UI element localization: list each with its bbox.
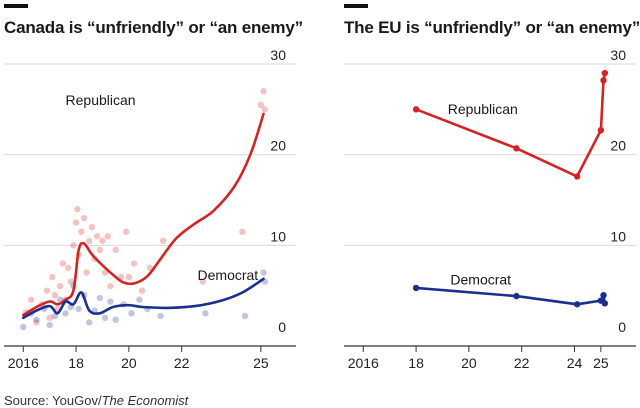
chart-canada-plot: 0 10 20 30 2016 18 20 22 25 Republican Democrat — [4, 47, 296, 371]
republican-survey-point — [112, 246, 119, 254]
republican-survey-point — [70, 242, 77, 249]
republican-survey-point — [107, 282, 114, 290]
democrat-point — [600, 292, 607, 299]
y-tick-label: 30 — [610, 47, 626, 63]
republican-survey-point — [64, 264, 72, 272]
democrat-survey-point — [96, 294, 104, 302]
republican-point — [601, 69, 609, 77]
republican-survey-point — [261, 106, 269, 113]
republican-point — [513, 145, 520, 152]
chart-title: The EU is “unfriendly” or “an enemy” — [344, 18, 640, 37]
democrat-point — [601, 300, 609, 307]
republican-line — [22, 112, 265, 317]
republican-survey-point — [125, 273, 133, 281]
democrat-survey-point — [33, 316, 40, 323]
x-tick-label: 25 — [593, 355, 609, 371]
democrat-survey-point — [136, 296, 143, 303]
republican-point — [573, 173, 581, 180]
democrat-survey-point — [157, 312, 164, 320]
republican-survey-point — [46, 314, 53, 322]
republican-point — [597, 126, 605, 134]
x-tick-label: 20 — [461, 355, 477, 371]
republican-survey-point — [99, 237, 106, 244]
republican-series-label: Republican — [448, 101, 518, 117]
republican-survey-point — [138, 287, 146, 294]
x-tick-label: 22 — [174, 355, 190, 371]
x-tick-label: 18 — [408, 355, 424, 371]
democrat-survey-point — [128, 310, 135, 317]
democrat-survey-point — [107, 298, 114, 305]
democrat-survey-point — [260, 269, 267, 276]
y-tick-label: 20 — [270, 138, 286, 154]
republican-survey-point — [80, 214, 88, 222]
republican-point — [412, 106, 420, 113]
x-tick-label: 24 — [567, 355, 583, 371]
republican-survey-point — [72, 219, 80, 226]
x-tick-label: 22 — [514, 355, 530, 371]
republican-survey-point — [199, 278, 206, 285]
x-tick-label: 20 — [121, 355, 137, 371]
republican-line — [414, 71, 607, 178]
republican-survey-point — [74, 205, 81, 213]
chart-canada-panel: Canada is “unfriendly” or “an enemy” 0 10… — [0, 0, 303, 408]
democrat-survey-point — [86, 319, 93, 326]
title-accent-bar — [344, 4, 368, 8]
republican-survey-point — [88, 224, 96, 231]
republican-survey-point — [83, 269, 90, 276]
democrat-survey-point — [46, 321, 53, 329]
democrat-survey-point — [75, 305, 82, 312]
republican-survey-point — [86, 237, 93, 244]
republican-survey-point — [33, 319, 40, 326]
source-publication: The Economist — [101, 393, 189, 408]
chart-eu-plot: 0 10 20 30 2016 18 20 22 24 25 Republican Democrat — [344, 47, 636, 371]
republican-survey-point — [123, 228, 130, 235]
chart-title: Canada is “unfriendly” or “an enemy” — [4, 18, 303, 37]
y-tick-label: 30 — [270, 47, 286, 63]
x-tick-label: 25 — [253, 355, 269, 371]
x-tick-label: 18 — [68, 355, 84, 371]
title-accent-bar — [4, 4, 28, 8]
republican-survey-point — [43, 287, 51, 294]
source-prefix: Source: YouGov/ — [4, 393, 102, 408]
democrat-series-label: Democrat — [450, 271, 511, 287]
republican-survey-point — [239, 228, 246, 235]
democrat-point — [412, 284, 420, 292]
republican-survey-point — [28, 296, 35, 303]
democrat-survey-point — [20, 323, 27, 331]
republican-survey-point — [96, 246, 104, 254]
republican-survey-point — [67, 278, 75, 285]
democrat-survey-point — [241, 312, 249, 320]
democrat-survey-point — [101, 314, 109, 322]
x-tick-label: 2016 — [348, 355, 379, 371]
x-tick-label: 2016 — [8, 355, 39, 371]
republican-survey-point — [104, 233, 111, 240]
republican-survey-point — [260, 88, 267, 95]
republican-survey-point — [130, 260, 138, 267]
republican-survey-point — [49, 273, 56, 281]
republican-survey-point — [94, 233, 101, 240]
republican-series-label: Republican — [66, 92, 136, 108]
republican-survey-point — [78, 228, 85, 235]
republican-point — [600, 77, 607, 84]
democrat-survey-point — [202, 310, 209, 317]
source-note: Source: YouGov/The Economist — [4, 393, 188, 408]
republican-survey-point — [160, 237, 167, 244]
democrat-point — [573, 301, 581, 308]
chart-eu-panel: The EU is “unfriendly” or “an enemy” 0 10… — [340, 0, 640, 406]
republican-survey-point — [51, 292, 59, 299]
democrat-series-label: Democrat — [198, 267, 259, 283]
y-tick-label: 0 — [278, 319, 286, 335]
democrat-survey-point — [112, 316, 119, 323]
y-tick-label: 10 — [610, 228, 626, 244]
republican-survey-point — [257, 101, 265, 109]
y-tick-label: 0 — [618, 319, 626, 335]
democrat-point — [513, 292, 520, 300]
republican-survey-point — [57, 282, 64, 290]
democrat-line — [22, 277, 265, 320]
republican-survey-point — [59, 260, 67, 267]
y-tick-label: 10 — [270, 228, 286, 244]
democrat-survey-point — [62, 310, 69, 317]
y-tick-label: 20 — [610, 138, 626, 154]
